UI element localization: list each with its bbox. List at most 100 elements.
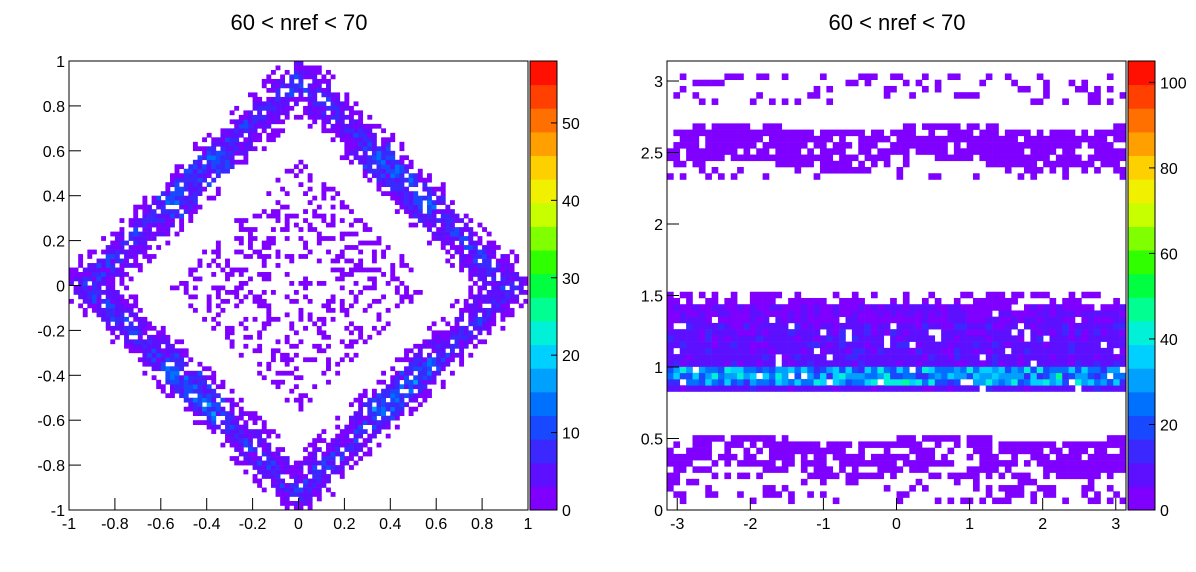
heatmap-cell (303, 105, 308, 111)
palette-tick-label: 100 (1160, 75, 1187, 92)
heatmap-cell (686, 360, 693, 367)
heatmap-cell (192, 164, 198, 170)
heatmap-cell (289, 469, 295, 475)
heatmap-cell (864, 385, 872, 392)
heatmap-cell (705, 329, 712, 336)
heatmap-cell (165, 357, 171, 363)
heatmap-cell (358, 155, 364, 161)
heatmap-cell (358, 137, 364, 143)
heatmap-cell (820, 310, 827, 317)
heatmap-cell (362, 168, 368, 174)
heatmap-cell (169, 195, 175, 201)
heatmap-cell (137, 330, 143, 336)
heatmap-cell (192, 173, 198, 179)
heatmap-cell (270, 357, 276, 363)
heatmap-cell (82, 294, 88, 300)
heatmap-cell (348, 231, 354, 237)
heatmap-cell (749, 341, 757, 349)
heatmap-cell (1043, 85, 1050, 93)
heatmap-cell (877, 148, 885, 155)
heatmap-cell (339, 357, 345, 363)
heatmap-cell (229, 388, 235, 394)
heatmap-cell (307, 87, 313, 93)
heatmap-cell (339, 105, 345, 111)
heatmap-cell (211, 137, 217, 143)
heatmap-cell (705, 447, 712, 455)
heatmap-cell (252, 411, 258, 417)
heatmap-cell (679, 466, 687, 473)
heatmap-cell (307, 69, 313, 75)
heatmap-cell (922, 322, 929, 330)
heatmap-cell (284, 357, 290, 363)
heatmap-cell (147, 254, 152, 259)
heatmap-cell (371, 411, 377, 417)
heatmap-cell (316, 325, 322, 331)
heatmap-cell (165, 218, 171, 223)
heatmap-cell (321, 218, 327, 223)
heatmap-cell (486, 254, 492, 259)
heatmap-cell (358, 406, 364, 412)
heatmap-cell (399, 195, 405, 201)
heatmap-cell (348, 209, 354, 214)
heatmap-cell (417, 204, 423, 210)
heatmap-cell (934, 441, 942, 448)
heatmap-cell (890, 466, 897, 473)
heatmap-cell (998, 160, 1006, 168)
heatmap-cell (788, 329, 795, 336)
heatmap-cell (454, 231, 460, 237)
heatmap-cell (992, 142, 999, 149)
heatmap-cell (1068, 79, 1076, 87)
heatmap-cell (362, 451, 368, 457)
heatmap-cell (417, 402, 423, 408)
heatmap-cell (953, 329, 961, 336)
heatmap-cell (353, 137, 359, 143)
heatmap-cell (915, 354, 923, 361)
heatmap-cell (686, 129, 693, 137)
heatmap-cell (362, 137, 368, 143)
heatmap-cell (298, 227, 304, 232)
heatmap-cell (238, 236, 244, 241)
heatmap-cell (261, 128, 267, 134)
heatmap-cell (252, 128, 258, 134)
heatmap-cell (408, 406, 414, 412)
heatmap-cell (1068, 148, 1076, 155)
heatmap-cell (1030, 167, 1038, 174)
heatmap-cell (1055, 379, 1063, 386)
heatmap-cell (174, 388, 180, 394)
heatmap-cell (1113, 297, 1120, 305)
heatmap-cell (440, 334, 446, 340)
heatmap-cell (408, 357, 414, 363)
heatmap-cell (514, 258, 520, 264)
heatmap-cell (188, 402, 194, 408)
heatmap-cell (174, 285, 180, 291)
heatmap-cell (156, 200, 162, 205)
heatmap-cell (179, 393, 185, 399)
heatmap-cell (353, 123, 359, 129)
heatmap-cell (362, 164, 368, 170)
heatmap-cell (807, 92, 814, 99)
heatmap-cell (188, 182, 194, 188)
heatmap-cell (960, 304, 967, 311)
heatmap-cell (431, 213, 437, 219)
heatmap-cell (794, 360, 802, 367)
heatmap-cell (413, 222, 419, 228)
heatmap-cell (985, 297, 993, 305)
heatmap-cell (270, 465, 276, 470)
heatmap-cell (137, 267, 143, 273)
heatmap-cell (275, 263, 281, 268)
heatmap-cell (326, 465, 331, 470)
heatmap-cell (87, 267, 93, 273)
heatmap-cell (169, 173, 175, 179)
heatmap-cell (673, 129, 681, 137)
heatmap-cell (261, 451, 267, 457)
heatmap-cell (119, 240, 125, 246)
heatmap-cell (417, 393, 423, 399)
heatmap-cell (174, 357, 180, 363)
heatmap-cell (303, 218, 308, 223)
heatmap-cell (1049, 304, 1057, 311)
heatmap-cell (151, 231, 157, 237)
heatmap-cell (206, 173, 212, 179)
heatmap-cell (192, 267, 198, 273)
heatmap-cell (408, 370, 414, 376)
heatmap-cell (293, 101, 299, 107)
